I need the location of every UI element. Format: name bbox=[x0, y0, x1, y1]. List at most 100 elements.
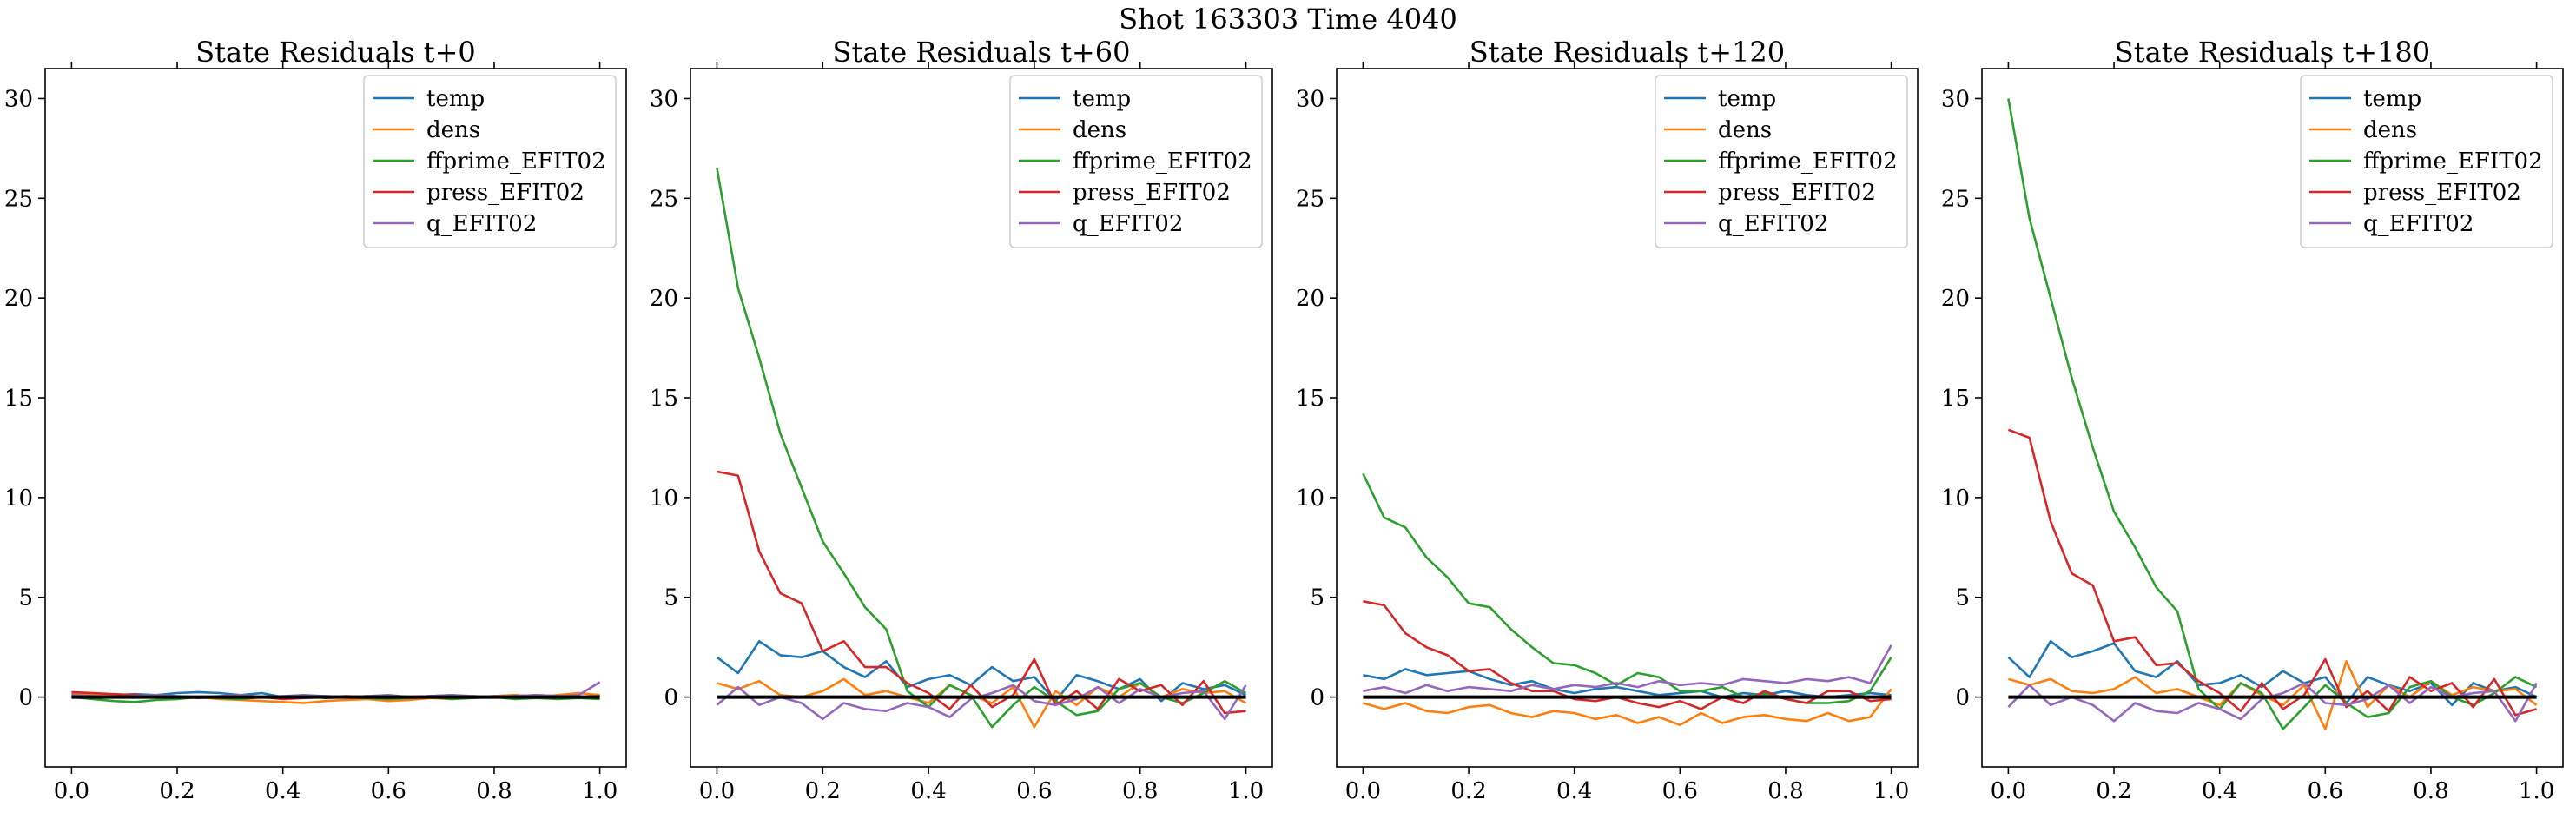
x-tick-label: 0.6 bbox=[1016, 778, 1052, 804]
legend-label: press_EFIT02 bbox=[1073, 180, 1231, 206]
y-tick-label: 20 bbox=[1941, 286, 1970, 312]
legend-label: temp bbox=[1718, 86, 1776, 112]
y-tick-label: 25 bbox=[1941, 186, 1970, 212]
legend-label: q_EFIT02 bbox=[2363, 211, 2474, 237]
subplot-title: State Residuals t+180 bbox=[2115, 36, 2430, 69]
legend-label: dens bbox=[1073, 117, 1126, 143]
series-line-dens bbox=[1363, 688, 1892, 727]
series-line-press-efit02 bbox=[1363, 600, 1892, 710]
legend-label: press_EFIT02 bbox=[2363, 180, 2521, 206]
plot-area bbox=[71, 681, 601, 704]
series-line-temp bbox=[2007, 639, 2538, 707]
subplot-2: State Residuals t+120 0.0 0.2 0.4 0.6 0.8 1.0 0… bbox=[1296, 36, 1919, 804]
legend-label: dens bbox=[1718, 117, 1772, 143]
y-tick-label: 0 bbox=[664, 685, 678, 711]
legend-box bbox=[1009, 75, 1263, 248]
legend-label: press_EFIT02 bbox=[426, 180, 585, 206]
legend-label: q_EFIT02 bbox=[1073, 211, 1183, 237]
legend-label: press_EFIT02 bbox=[1718, 180, 1876, 206]
x-tick-label: 0.2 bbox=[159, 778, 195, 804]
series-line-ffprime-efit02 bbox=[1362, 472, 1892, 704]
x-tick-label: 0.6 bbox=[2308, 778, 2343, 804]
legend-label: ffprime_EFIT02 bbox=[1073, 149, 1252, 175]
x-tick-label: 0.6 bbox=[1662, 778, 1698, 804]
y-tick-label: 30 bbox=[4, 86, 33, 112]
x-tick-label: 1.0 bbox=[582, 778, 618, 804]
x-tick-label: 0.8 bbox=[2413, 778, 2448, 804]
legend-label: q_EFIT02 bbox=[1718, 211, 1828, 237]
series-line-dens bbox=[2008, 659, 2538, 730]
series-line-temp bbox=[1363, 668, 1892, 698]
legend-box bbox=[363, 75, 617, 248]
y-tick-label: 15 bbox=[650, 386, 678, 412]
legend-box bbox=[1655, 75, 1908, 248]
axes-frame bbox=[690, 68, 1273, 768]
legend: temp dens ffprime_EFIT02 press_EFIT02 q_EFIT… bbox=[1009, 75, 1263, 248]
y-tick-label: 5 bbox=[18, 585, 33, 611]
legend: temp dens ffprime_EFIT02 press_EFIT02 q_EFIT… bbox=[1655, 75, 1908, 248]
legend-label: temp bbox=[426, 86, 485, 112]
x-tick-label: 0.2 bbox=[2096, 778, 2131, 804]
y-tick-label: 5 bbox=[1955, 585, 1970, 611]
x-tick-label: 0.4 bbox=[1556, 778, 1592, 804]
plot-area bbox=[2007, 98, 2538, 730]
y-tick-label: 20 bbox=[1296, 286, 1324, 312]
x-tick-label: 0.8 bbox=[476, 778, 512, 804]
x-tick-label: 0.0 bbox=[54, 778, 89, 804]
subplot-title: State Residuals t+60 bbox=[833, 36, 1131, 69]
y-tick-label: 10 bbox=[4, 485, 33, 512]
x-tick-label: 0.0 bbox=[699, 778, 735, 804]
x-tick-label: 0.4 bbox=[910, 778, 946, 804]
plot-area bbox=[1362, 472, 1892, 727]
legend-label: dens bbox=[426, 117, 480, 143]
x-tick-label: 0.4 bbox=[265, 778, 301, 804]
axes-frame bbox=[1336, 68, 1919, 768]
y-tick-label: 15 bbox=[1296, 386, 1324, 412]
x-tick-label: 0.2 bbox=[1450, 778, 1486, 804]
x-tick-label: 0.6 bbox=[371, 778, 406, 804]
y-tick-label: 10 bbox=[1941, 485, 1970, 512]
x-tick-label: 0.0 bbox=[1345, 778, 1381, 804]
x-tick-label: 0.0 bbox=[1991, 778, 2026, 804]
legend-label: temp bbox=[2363, 86, 2421, 112]
legend-label: q_EFIT02 bbox=[426, 211, 537, 237]
legend: temp dens ffprime_EFIT02 press_EFIT02 q_EFIT… bbox=[2300, 75, 2553, 248]
x-tick-label: 0.8 bbox=[1122, 778, 1158, 804]
x-tick-label: 1.0 bbox=[2519, 778, 2554, 804]
legend-label: ffprime_EFIT02 bbox=[426, 149, 606, 175]
y-tick-label: 30 bbox=[1941, 86, 1970, 112]
series-line-temp bbox=[716, 639, 1247, 703]
legend-label: dens bbox=[2363, 117, 2417, 143]
subplot-title: State Residuals t+0 bbox=[195, 36, 476, 69]
y-tick-label: 0 bbox=[1955, 685, 1970, 711]
y-tick-label: 0 bbox=[1310, 685, 1324, 711]
y-tick-label: 30 bbox=[650, 86, 678, 112]
y-tick-label: 5 bbox=[1310, 585, 1324, 611]
y-tick-label: 25 bbox=[4, 186, 33, 212]
legend: temp dens ffprime_EFIT02 press_EFIT02 q_EFIT… bbox=[363, 75, 617, 248]
legend-label: ffprime_EFIT02 bbox=[2363, 149, 2543, 175]
y-tick-label: 10 bbox=[1296, 485, 1324, 512]
series-line-q-efit02 bbox=[71, 681, 601, 698]
axes-frame bbox=[1981, 68, 2564, 768]
y-tick-label: 10 bbox=[650, 485, 678, 512]
y-tick-label: 0 bbox=[18, 685, 33, 711]
subplot-3: State Residuals t+180 0.0 0.2 0.4 0.6 0.8 1.0 0… bbox=[1941, 36, 2564, 804]
legend-label: ffprime_EFIT02 bbox=[1718, 149, 1898, 175]
subplot-grid: State Residuals t+0 0.0 0.2 0.4 0.6 0.8 1.0 0 5 1… bbox=[4, 36, 2564, 804]
y-tick-label: 5 bbox=[664, 585, 678, 611]
legend-label: temp bbox=[1073, 86, 1131, 112]
subplot-0: State Residuals t+0 0.0 0.2 0.4 0.6 0.8 1.0 0 5 1… bbox=[4, 36, 627, 804]
series-line-q-efit02 bbox=[1363, 644, 1892, 695]
plot-area bbox=[716, 168, 1247, 729]
series-line-dens bbox=[717, 677, 1247, 729]
x-tick-label: 0.8 bbox=[1767, 778, 1803, 804]
series-line-press-efit02 bbox=[2007, 428, 2537, 717]
x-tick-label: 1.0 bbox=[1873, 778, 1909, 804]
x-tick-label: 0.2 bbox=[805, 778, 841, 804]
y-tick-label: 25 bbox=[1296, 186, 1324, 212]
y-tick-label: 15 bbox=[1941, 386, 1970, 412]
subplot-title: State Residuals t+120 bbox=[1470, 36, 1785, 69]
x-tick-label: 0.4 bbox=[2202, 778, 2237, 804]
